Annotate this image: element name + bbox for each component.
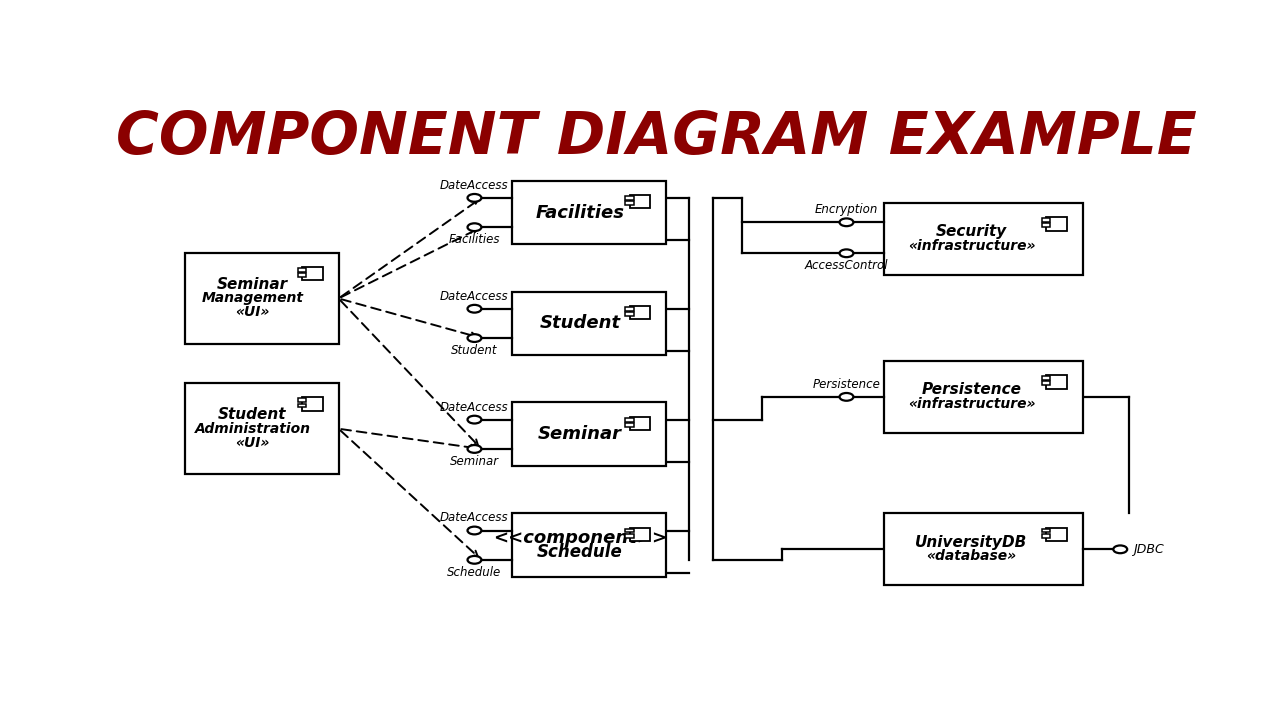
Bar: [884, 513, 1083, 585]
Bar: [1042, 223, 1051, 227]
Text: UniversityDB: UniversityDB: [915, 535, 1028, 550]
Bar: [184, 383, 338, 474]
Text: AccessControl: AccessControl: [805, 259, 888, 272]
Text: Seminar: Seminar: [449, 455, 499, 468]
Text: Student: Student: [452, 344, 498, 357]
Text: Seminar: Seminar: [538, 426, 622, 444]
Bar: [302, 397, 323, 410]
Text: DateAccess: DateAccess: [440, 511, 508, 524]
Bar: [298, 274, 306, 277]
Text: «UI»: «UI»: [236, 305, 270, 319]
Text: Schedule: Schedule: [536, 543, 622, 561]
Circle shape: [467, 556, 481, 564]
Text: Schedule: Schedule: [447, 566, 502, 579]
Bar: [298, 398, 306, 402]
Bar: [625, 201, 634, 205]
Bar: [630, 306, 650, 319]
Text: Seminar: Seminar: [216, 277, 288, 292]
Bar: [1047, 217, 1068, 230]
Bar: [625, 534, 634, 538]
Text: <<component>>: <<component>>: [493, 529, 667, 547]
Circle shape: [467, 526, 481, 534]
Text: Student: Student: [218, 408, 287, 423]
Text: COMPONENT DIAGRAM EXAMPLE: COMPONENT DIAGRAM EXAMPLE: [115, 109, 1197, 166]
Text: Administration: Administration: [195, 422, 311, 436]
Text: «database»: «database»: [927, 549, 1016, 563]
Bar: [630, 195, 650, 208]
Bar: [630, 528, 650, 541]
Bar: [884, 203, 1083, 275]
Text: Security: Security: [936, 225, 1007, 240]
Bar: [884, 361, 1083, 433]
Bar: [298, 268, 306, 272]
Bar: [625, 418, 634, 422]
Text: Persistence: Persistence: [813, 378, 881, 391]
Text: Encryption: Encryption: [815, 203, 878, 216]
Text: Persistence: Persistence: [922, 382, 1021, 397]
Bar: [1042, 534, 1051, 538]
Text: «infrastructure»: «infrastructure»: [908, 239, 1036, 253]
Bar: [298, 403, 306, 408]
Circle shape: [467, 334, 481, 342]
Bar: [625, 307, 634, 311]
Bar: [1042, 377, 1051, 380]
Text: DateAccess: DateAccess: [440, 179, 508, 192]
Bar: [184, 253, 338, 344]
Bar: [512, 292, 666, 355]
Text: «infrastructure»: «infrastructure»: [908, 397, 1036, 411]
Circle shape: [1114, 546, 1128, 553]
Bar: [1047, 375, 1068, 389]
Circle shape: [840, 393, 854, 401]
Bar: [512, 402, 666, 466]
Bar: [1047, 528, 1068, 541]
Bar: [625, 423, 634, 427]
Bar: [1042, 218, 1051, 222]
Bar: [1042, 382, 1051, 385]
Text: DateAccess: DateAccess: [440, 400, 508, 413]
Circle shape: [467, 194, 481, 202]
Text: Management: Management: [201, 292, 303, 305]
Text: Student: Student: [539, 315, 621, 333]
Text: «UI»: «UI»: [236, 436, 270, 449]
Bar: [625, 528, 634, 533]
Text: JDBC: JDBC: [1133, 543, 1164, 556]
Bar: [630, 417, 650, 430]
Circle shape: [467, 305, 481, 312]
Text: Facilities: Facilities: [449, 233, 500, 246]
Bar: [1042, 528, 1051, 533]
Circle shape: [467, 445, 481, 453]
Circle shape: [840, 218, 854, 226]
Bar: [625, 196, 634, 200]
Bar: [302, 267, 323, 280]
Bar: [625, 312, 634, 316]
Text: Facilities: Facilities: [535, 204, 625, 222]
Circle shape: [467, 415, 481, 423]
Circle shape: [840, 249, 854, 257]
Bar: [512, 181, 666, 244]
Circle shape: [467, 223, 481, 231]
Bar: [512, 513, 666, 577]
Text: DateAccess: DateAccess: [440, 289, 508, 302]
